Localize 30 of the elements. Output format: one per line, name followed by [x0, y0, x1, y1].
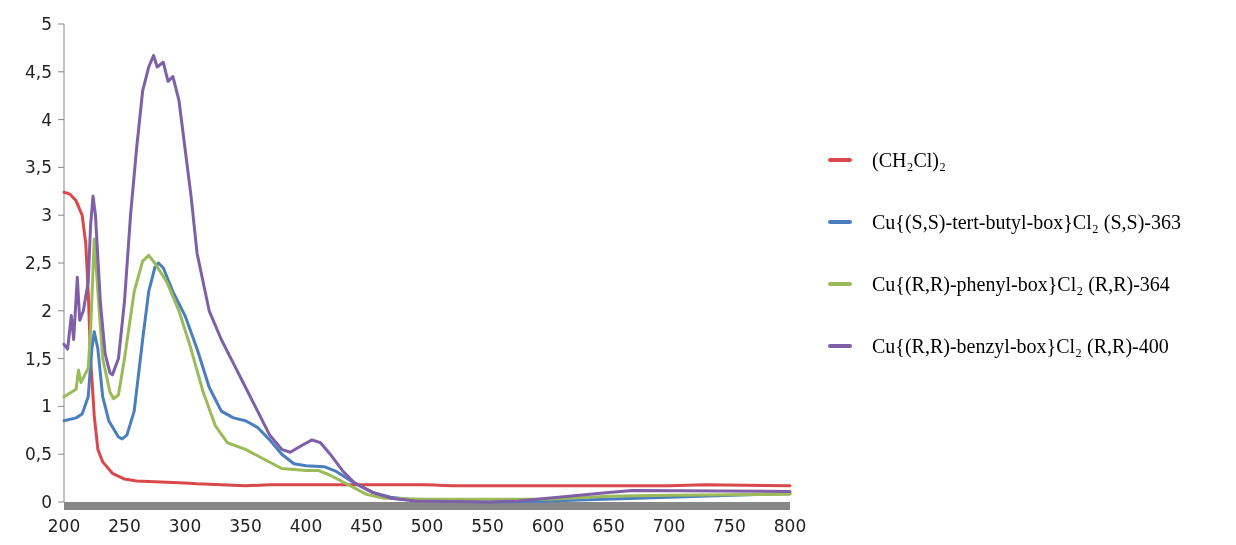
- x-tick-label: 450: [350, 516, 383, 536]
- legend-label: Cu{(R,R)-phenyl-box}Cl₂ (R,R)-364: [872, 273, 1170, 296]
- legend-label: (CH₂Cl)₂: [872, 149, 946, 172]
- y-tick-label: 1: [41, 396, 52, 417]
- x-tick-label: 600: [531, 516, 565, 536]
- line-series: [62, 190, 792, 488]
- x-tick-label: 750: [713, 516, 746, 536]
- x-tick-label: 650: [592, 516, 625, 536]
- y-tick-label: 0: [41, 491, 52, 512]
- y-tick-label: 3: [41, 205, 52, 226]
- x-tick-label: 400: [289, 516, 323, 536]
- y-tick-label: 1,5: [24, 348, 52, 369]
- y-tick-label: 4: [41, 109, 52, 130]
- legend-label: Cu{(S,S)-tert-butyl-box}Cl₂ (S,S)-363: [872, 211, 1181, 234]
- x-tick-label: 800: [773, 516, 807, 536]
- x-tick-label: 300: [168, 516, 202, 536]
- y-tick-label: 3,5: [24, 157, 52, 178]
- y-tick-label: 5: [41, 13, 52, 34]
- y-tick-label: 0,5: [24, 444, 52, 465]
- y-tick-label: 2,5: [24, 252, 52, 273]
- y-tick-label: 2: [41, 300, 52, 321]
- x-tick-label: 700: [652, 516, 686, 536]
- x-tick-label: 250: [108, 516, 141, 536]
- x-tick-label: 200: [47, 516, 81, 536]
- x-tick-label: 350: [229, 516, 262, 536]
- y-tick-label: 4,5: [24, 61, 52, 82]
- legend-label: Cu{(R,R)-benzyl-box}Cl₂ (R,R)-400: [872, 335, 1169, 358]
- x-tick-label: 550: [471, 516, 504, 536]
- x-tick-label: 500: [410, 516, 444, 536]
- line-series: [62, 54, 792, 504]
